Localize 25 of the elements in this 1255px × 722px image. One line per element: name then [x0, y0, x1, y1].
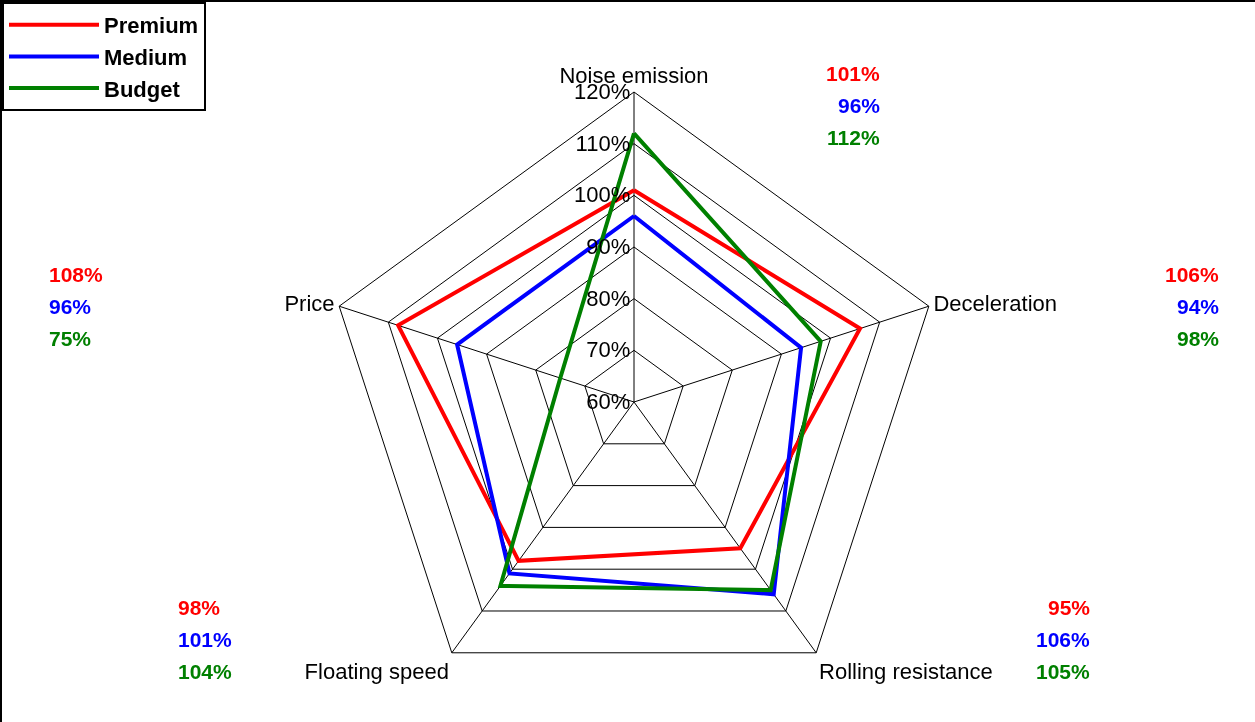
text: 95%: [1048, 596, 1091, 619]
text: 106%: [1036, 628, 1091, 651]
spoke-label: Rolling resistance: [819, 659, 993, 685]
text: 108%: [49, 263, 104, 286]
legend-label: Medium: [104, 44, 188, 70]
text: 94%: [1177, 295, 1220, 318]
legend-label: Premium: [104, 13, 199, 39]
text: 106%: [1165, 263, 1220, 286]
y-tick-label: 80%: [586, 285, 631, 311]
text: 101%: [178, 628, 233, 651]
y-tick-label: 70%: [586, 337, 631, 363]
spoke-label: Deceleration: [933, 290, 1057, 316]
text: 105%: [1036, 660, 1091, 683]
text: 98%: [178, 596, 221, 619]
text: 112%: [827, 126, 880, 149]
text: 98%: [1177, 327, 1220, 350]
legend-label: Budget: [104, 76, 181, 102]
spoke-label: Floating speed: [304, 659, 449, 685]
text: 101%: [826, 62, 881, 85]
spoke-label: Price: [284, 290, 335, 316]
text: 96%: [838, 94, 881, 117]
text: 96%: [49, 295, 92, 318]
y-tick-label: 110%: [575, 130, 631, 156]
text: 104%: [178, 660, 233, 683]
text: 75%: [49, 327, 92, 350]
